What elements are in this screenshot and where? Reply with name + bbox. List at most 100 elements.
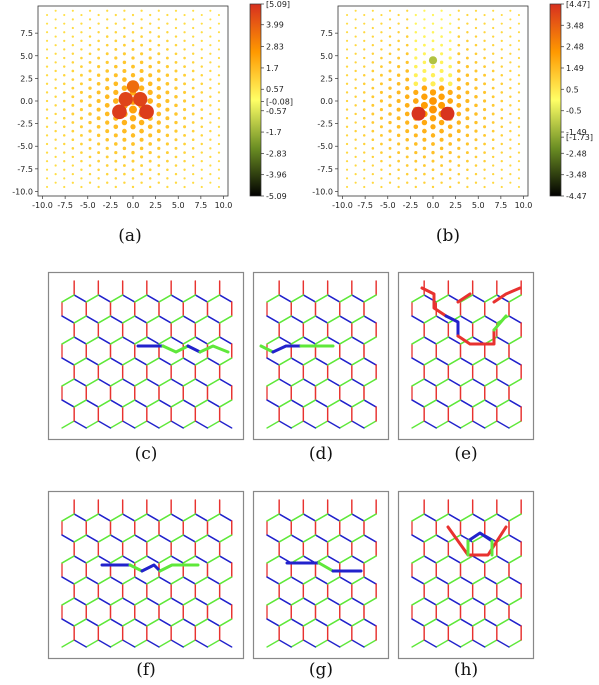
scatter-point — [174, 164, 178, 167]
scatter-point — [183, 56, 186, 60]
scatter-point — [122, 146, 127, 151]
scatter-point — [123, 181, 126, 184]
lattice-bond — [170, 399, 184, 408]
scatter-point — [54, 26, 57, 30]
scatter-point — [183, 133, 187, 137]
lattice-bond — [363, 555, 377, 564]
scatter-point — [474, 9, 478, 12]
scatter-point — [174, 60, 178, 64]
scatter-point — [156, 111, 162, 117]
x-tick-label: -2.5 — [103, 201, 119, 210]
scatter-point — [97, 142, 101, 146]
lattice-bond — [85, 639, 100, 648]
lattice-bond — [85, 618, 100, 627]
scatter-point — [354, 104, 357, 107]
lattice-bond — [121, 357, 136, 366]
scatter-point — [114, 185, 117, 189]
scatter-point — [105, 52, 109, 56]
scatter-point — [174, 181, 178, 184]
scatter-point — [200, 116, 204, 120]
lattice-bond — [290, 597, 305, 606]
lattice-bond — [508, 315, 522, 324]
lattice-bond — [496, 639, 510, 648]
lattice-bond — [182, 513, 197, 522]
scatter-point — [345, 39, 349, 42]
scatter-point — [414, 150, 418, 155]
caption-c: (c) — [134, 444, 158, 464]
lattice-bond — [134, 420, 148, 429]
scatter-point — [79, 82, 83, 86]
scatter-point — [491, 52, 495, 55]
scatter-point — [217, 185, 221, 189]
scatter-point — [509, 52, 512, 55]
lattice-bond — [496, 336, 510, 345]
scatter-point — [96, 107, 101, 112]
scatter-point — [354, 138, 357, 141]
scatter-point — [474, 18, 478, 21]
scatter-point — [105, 85, 110, 91]
colorbar-tick-label: -1.7 — [266, 128, 282, 137]
scatter-point — [363, 142, 366, 146]
scatter-point — [114, 177, 118, 180]
lattice-bond — [363, 513, 377, 522]
scatter-point — [388, 103, 392, 108]
scatter-point — [371, 155, 375, 159]
lattice-bond — [194, 294, 209, 303]
scatter-point — [474, 172, 478, 176]
lattice-bond — [266, 420, 280, 429]
x-tick-label: -7.5 — [57, 201, 73, 210]
scatter-point — [104, 94, 110, 100]
lattice-bond — [194, 378, 209, 387]
lattice-bond — [194, 357, 209, 366]
scatter-point — [500, 99, 504, 103]
scatter-point — [404, 102, 410, 108]
scatter-point — [500, 177, 503, 180]
scatter-point — [123, 18, 126, 21]
scatter-point — [491, 43, 495, 47]
colorbar-tick-label: 3.48 — [566, 21, 584, 30]
lattice-bond — [266, 315, 280, 324]
scatter-point — [123, 9, 126, 12]
lattice-bond — [97, 513, 112, 522]
caption-e: (e) — [454, 444, 478, 464]
lattice-bond — [496, 357, 510, 366]
lattice-bond — [290, 639, 305, 648]
scatter-point — [439, 128, 444, 134]
lattice-bond — [314, 576, 329, 585]
scatter-point — [79, 73, 83, 77]
scatter-point — [483, 31, 486, 34]
scatter-point — [397, 177, 400, 180]
scatter-point — [217, 39, 221, 42]
lattice-bond — [302, 534, 317, 543]
scatter-point — [379, 125, 383, 129]
scatter-point — [371, 26, 374, 30]
lattice-bond — [85, 555, 100, 564]
scatter-point — [88, 155, 92, 159]
scatter-point — [139, 128, 144, 134]
scatter-point — [405, 129, 410, 134]
lattice-bond — [73, 336, 87, 345]
scatter-point — [174, 94, 178, 99]
scatter-point — [379, 116, 383, 120]
scatter-point — [483, 22, 486, 25]
scatter-point — [509, 104, 512, 107]
lattice-bond — [182, 576, 197, 585]
lattice-bond — [471, 639, 486, 648]
scatter-point — [362, 82, 366, 86]
scatter-point — [191, 78, 195, 81]
scatter-point — [509, 26, 512, 30]
scatter-point — [45, 48, 49, 51]
scatter-point — [422, 68, 427, 73]
scatter-point — [371, 35, 374, 38]
lattice-bond — [290, 420, 305, 429]
scatter-point — [157, 43, 161, 47]
scatter-point — [183, 108, 187, 112]
lattice-bond — [278, 513, 292, 522]
scatter-point — [131, 56, 135, 60]
lattice-bond — [170, 336, 184, 345]
lattice-bond — [423, 639, 437, 648]
lattice-bond — [109, 555, 124, 564]
lattice-bond — [109, 357, 124, 366]
scatter-point — [439, 68, 444, 73]
caption-f: (f) — [136, 660, 156, 680]
